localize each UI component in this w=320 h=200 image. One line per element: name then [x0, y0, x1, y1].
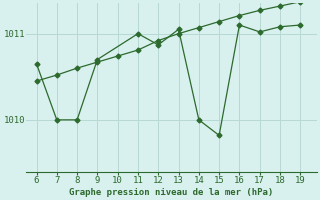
X-axis label: Graphe pression niveau de la mer (hPa): Graphe pression niveau de la mer (hPa)	[69, 188, 274, 197]
